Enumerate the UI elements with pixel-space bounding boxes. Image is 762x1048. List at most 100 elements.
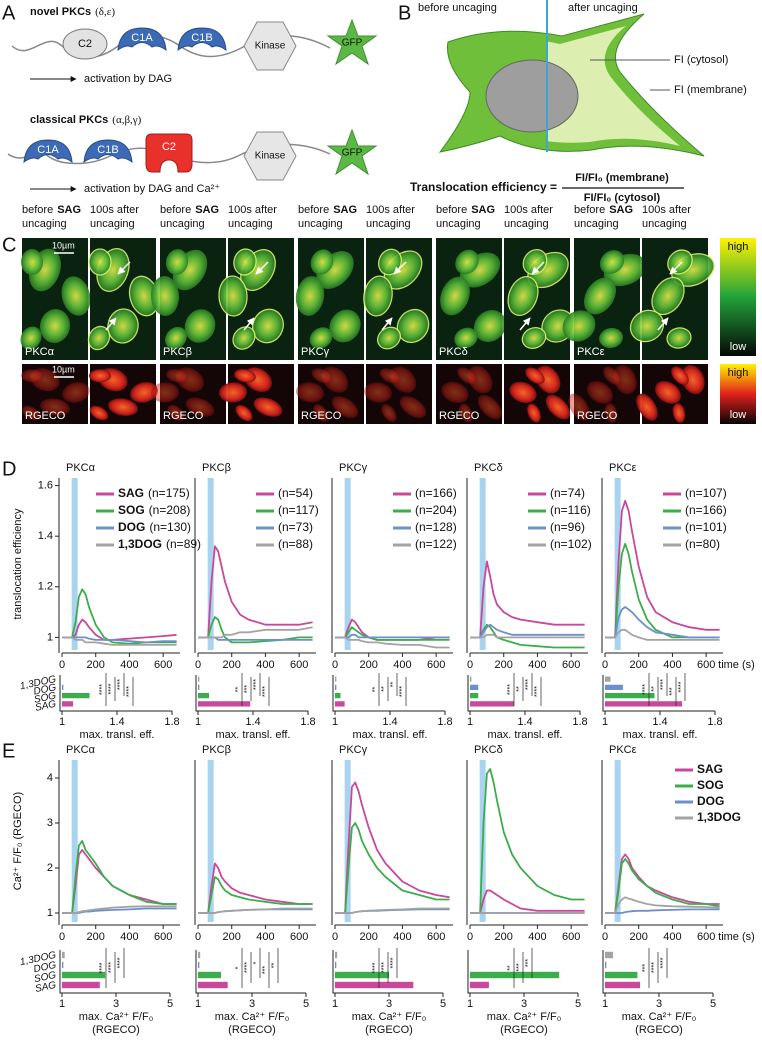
header-before: before SAG — [574, 204, 633, 216]
legend-label: (n=166) — [415, 486, 457, 500]
cell — [235, 404, 253, 422]
x-tick-label: 600 — [290, 931, 308, 943]
x-tick-label: 1.8 — [300, 716, 315, 728]
cell — [672, 403, 686, 423]
significance-label: **** — [99, 684, 106, 695]
x-axis-label: max. transl. eff. — [80, 729, 155, 741]
legend-label: (n=130) — [149, 520, 191, 534]
chart-title: PKCδ — [474, 462, 503, 474]
header-word: before — [574, 204, 605, 216]
x-tick-label: 1.4 — [245, 716, 260, 728]
reporter-label: RGECO — [577, 410, 618, 422]
x-tick-label: 5 — [710, 998, 716, 1010]
cell — [329, 309, 361, 343]
membrane-label: FI (membrane) — [674, 84, 747, 96]
novel-title: novel PKCs (δ,ε) — [30, 6, 115, 18]
series-line — [470, 768, 585, 914]
x-tick-label: 1.8 — [164, 716, 179, 728]
classical-title: classical PKCs (α,β,γ) — [30, 114, 142, 126]
x-axis-label: (RGECO) — [365, 1024, 413, 1036]
title-text: classical PKCs — [30, 114, 108, 126]
x-tick-label: 600 — [154, 931, 172, 943]
bar — [470, 971, 560, 979]
significance-label: **** — [262, 686, 269, 697]
bar — [605, 684, 623, 691]
x-tick-label: 0 — [467, 931, 473, 943]
x-axis-label: (RGECO) — [92, 1024, 140, 1036]
bar — [198, 701, 251, 707]
legend-label: (n=107) — [685, 486, 727, 500]
cell — [671, 366, 689, 386]
x-tick-label: 0 — [602, 659, 608, 671]
cell — [377, 326, 401, 350]
significance-label: ** — [381, 686, 388, 692]
legend-label: (n=102) — [550, 537, 592, 551]
panel-b: B before uncaging after uncaging FI (cyt… — [398, 0, 747, 204]
series-line — [198, 907, 313, 914]
chart-title: PKCβ — [202, 462, 231, 474]
cell — [40, 398, 70, 416]
series-line — [198, 862, 313, 914]
legend-label: (n=80) — [685, 537, 720, 551]
cell — [150, 276, 180, 316]
cell — [309, 327, 333, 349]
cell — [20, 326, 42, 350]
header-word: before — [436, 204, 467, 216]
cell — [130, 382, 158, 403]
series-line — [470, 623, 585, 639]
cell — [218, 275, 248, 317]
bar — [335, 981, 414, 989]
x-axis-label: time (s) — [718, 931, 755, 943]
bar — [470, 692, 479, 699]
arrow — [657, 317, 669, 331]
bar — [198, 971, 221, 979]
domain-label: C1B — [97, 144, 118, 156]
cell — [39, 309, 71, 343]
isoforms: (α,β,γ) — [112, 114, 141, 126]
x-tick-label: 600 — [154, 659, 172, 671]
cell — [381, 404, 397, 422]
chart-title: PKCγ — [339, 462, 368, 474]
cell — [603, 366, 621, 386]
domain-label: C1A — [131, 32, 153, 44]
x-axis-label: max. transl. eff. — [353, 729, 428, 741]
bar — [605, 971, 638, 979]
cell — [604, 403, 618, 423]
domain-c1a — [117, 27, 167, 52]
header-uncaging: uncaging — [574, 218, 619, 230]
cell — [310, 249, 334, 275]
x-axis-label: max. Ca²⁺ F/F₀ — [215, 1011, 290, 1023]
x-tick-label: 0 — [332, 931, 338, 943]
series-line — [198, 876, 313, 914]
chart-title: PKCγ — [339, 744, 368, 756]
bar — [198, 692, 209, 699]
chart-title: PKCα — [66, 462, 96, 474]
x-tick-label: 3 — [386, 998, 392, 1010]
x-axis-label: (RGECO) — [500, 1024, 548, 1036]
header-uncaging: uncaging — [22, 218, 67, 230]
cell — [457, 367, 477, 385]
x-tick-label: 0 — [59, 659, 65, 671]
x-tick-label: 1.8 — [437, 716, 452, 728]
cell — [545, 394, 571, 420]
significance-label: **** — [99, 962, 106, 973]
x-tick-label: 200 — [495, 659, 513, 671]
uncaging-band — [479, 478, 486, 650]
significance-label: ** — [516, 686, 523, 692]
significance-label: ** — [390, 682, 397, 688]
legend-label: (n=117) — [278, 503, 319, 517]
cell — [165, 326, 187, 350]
panel-letter: B — [398, 2, 411, 24]
x-tick-label: 1.4 — [382, 716, 397, 728]
x-tick-label: 200 — [495, 931, 513, 943]
formula-numerator: FI/FI₀ (membrane) — [575, 172, 669, 184]
axis — [332, 950, 443, 994]
x-axis-label: max. Ca²⁺ F/F₀ — [622, 1011, 697, 1023]
header-uncaging: uncaging — [366, 218, 411, 230]
after-label: after uncaging — [568, 2, 638, 14]
bar — [605, 676, 611, 682]
formula-denominator: FI/FI₀ (cytosol) — [584, 192, 661, 204]
header-uncaging: uncaging — [436, 218, 481, 230]
x-tick-label: 200 — [630, 659, 648, 671]
